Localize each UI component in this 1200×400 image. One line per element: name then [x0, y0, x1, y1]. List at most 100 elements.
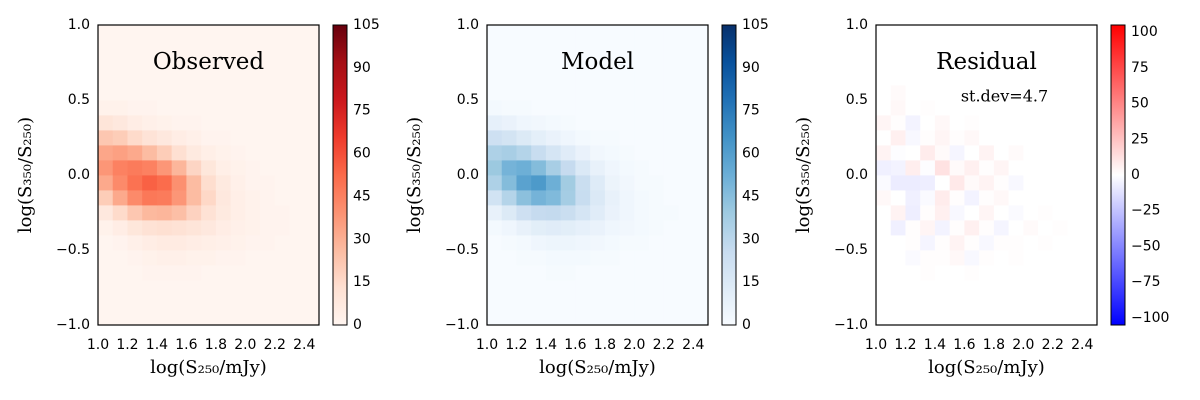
heatmap-cell [920, 205, 936, 221]
heatmap-cell [964, 280, 980, 296]
heatmap-cell [156, 130, 173, 146]
heatmap-cell [1067, 85, 1083, 101]
heatmap-cell [663, 55, 679, 71]
heatmap-cell [1052, 130, 1068, 146]
heatmap-cell [112, 100, 128, 116]
heatmap-cell [663, 220, 679, 236]
heatmap-cell [487, 70, 503, 86]
heatmap-cell [590, 55, 606, 71]
heatmap-cell [260, 220, 276, 236]
heatmap-cell [215, 55, 231, 71]
heatmap-cell [156, 55, 173, 71]
heatmap-cell [274, 310, 290, 326]
heatmap-cell [1067, 235, 1083, 251]
heatmap-cell [545, 175, 562, 191]
heatmap-cell [693, 100, 709, 116]
heatmap-cell [890, 70, 906, 86]
heatmap-cell [201, 310, 217, 326]
heatmap-cell [590, 250, 606, 266]
heatmap-cell [1052, 85, 1068, 101]
x-tick-label: 1.8 [983, 337, 1005, 353]
heatmap-cell [604, 250, 620, 266]
heatmap-cell [663, 190, 679, 206]
heatmap-cell [501, 250, 517, 266]
heatmap-cell [274, 190, 290, 206]
heatmap-cell [949, 265, 965, 281]
heatmap-cell [230, 70, 246, 86]
heatmap-cell [260, 235, 276, 251]
heatmap-cell [979, 250, 995, 266]
heatmap-cell [1038, 160, 1054, 176]
heatmap-cell [245, 310, 261, 326]
heatmap-cell [112, 70, 128, 86]
heatmap-cell [545, 265, 562, 281]
colorbar [1110, 24, 1126, 326]
heatmap-cell [876, 85, 892, 101]
heatmap-cell [876, 190, 892, 206]
x-tick-label: 2.2 [1042, 337, 1064, 353]
heatmap-cell [964, 295, 980, 311]
heatmap-cell [98, 25, 114, 41]
heatmap-cell [1008, 205, 1024, 221]
heatmap-cell [560, 265, 576, 281]
heatmap-cell [201, 295, 217, 311]
heatmap-cell [289, 175, 305, 191]
heatmap-cell [619, 310, 635, 326]
heatmap-cell [890, 190, 906, 206]
heatmap-cell [230, 265, 246, 281]
axes-frame [97, 24, 320, 326]
panel: 1.0 1.2 1.4 1.6 1.8 2.0 2.2 2.4 −1.0 −0.5 0.0 0.5 1.… [404, 17, 769, 378]
heatmap-cell [905, 85, 921, 101]
heatmap-cell [1023, 25, 1039, 41]
heatmap-cell [575, 190, 591, 206]
heatmap-cell [649, 190, 665, 206]
heatmap-cell [949, 235, 965, 251]
heatmap-cell [289, 310, 305, 326]
heatmap-cell [693, 250, 709, 266]
heatmap-cell [142, 265, 158, 281]
heatmap-cell [501, 40, 517, 56]
heatmap-cell [905, 115, 921, 131]
y-tick-label: 1.0 [457, 17, 479, 33]
heatmap-cell [634, 70, 650, 86]
heatmap-cell [604, 220, 620, 236]
heatmap-cell [1052, 250, 1068, 266]
heatmap-cell [215, 235, 231, 251]
heatmap-cell [1082, 235, 1098, 251]
heatmap-cell [245, 295, 261, 311]
y-axis-label: log(S₃₅₀/S₂₅₀) [15, 117, 36, 233]
heatmap-cell [112, 175, 128, 191]
heatmap-cell [678, 250, 694, 266]
heatmap-cell [127, 175, 143, 191]
heatmap-cell [619, 115, 635, 131]
heatmap-cell [590, 190, 606, 206]
heatmap-cell [590, 130, 606, 146]
heatmap-cell [98, 130, 114, 146]
x-tick-label: 1.6 [564, 337, 586, 353]
heatmap-cell [1023, 115, 1039, 131]
heatmap-cell [1008, 250, 1024, 266]
heatmap-cell [112, 145, 128, 161]
heatmap-cell [112, 40, 128, 56]
heatmap-cell [127, 100, 143, 116]
heatmap-cell [245, 100, 261, 116]
y-tick-label: 1.0 [846, 17, 868, 33]
heatmap-cell [993, 85, 1009, 101]
heatmap-cell [949, 220, 965, 236]
heatmap-cell [142, 175, 158, 191]
heatmap-cell [1052, 310, 1068, 326]
heatmap-cell [890, 250, 906, 266]
heatmap-cell [1052, 115, 1068, 131]
heatmap-cell [934, 265, 951, 281]
heatmap-cell [274, 40, 290, 56]
heatmap-cell [876, 280, 892, 296]
heatmap-cell [964, 145, 980, 161]
panel: 1.0 1.2 1.4 1.6 1.8 2.0 2.2 2.4 −1.0 −0.5 0.0 0.5 1.… [15, 17, 380, 378]
heatmap-cell [215, 280, 231, 296]
heatmap-cell [142, 130, 158, 146]
heatmap-cell [590, 280, 606, 296]
heatmap-cell [575, 220, 591, 236]
heatmap-cell [964, 235, 980, 251]
heatmap-cell [934, 115, 951, 131]
heatmap-cell [230, 235, 246, 251]
